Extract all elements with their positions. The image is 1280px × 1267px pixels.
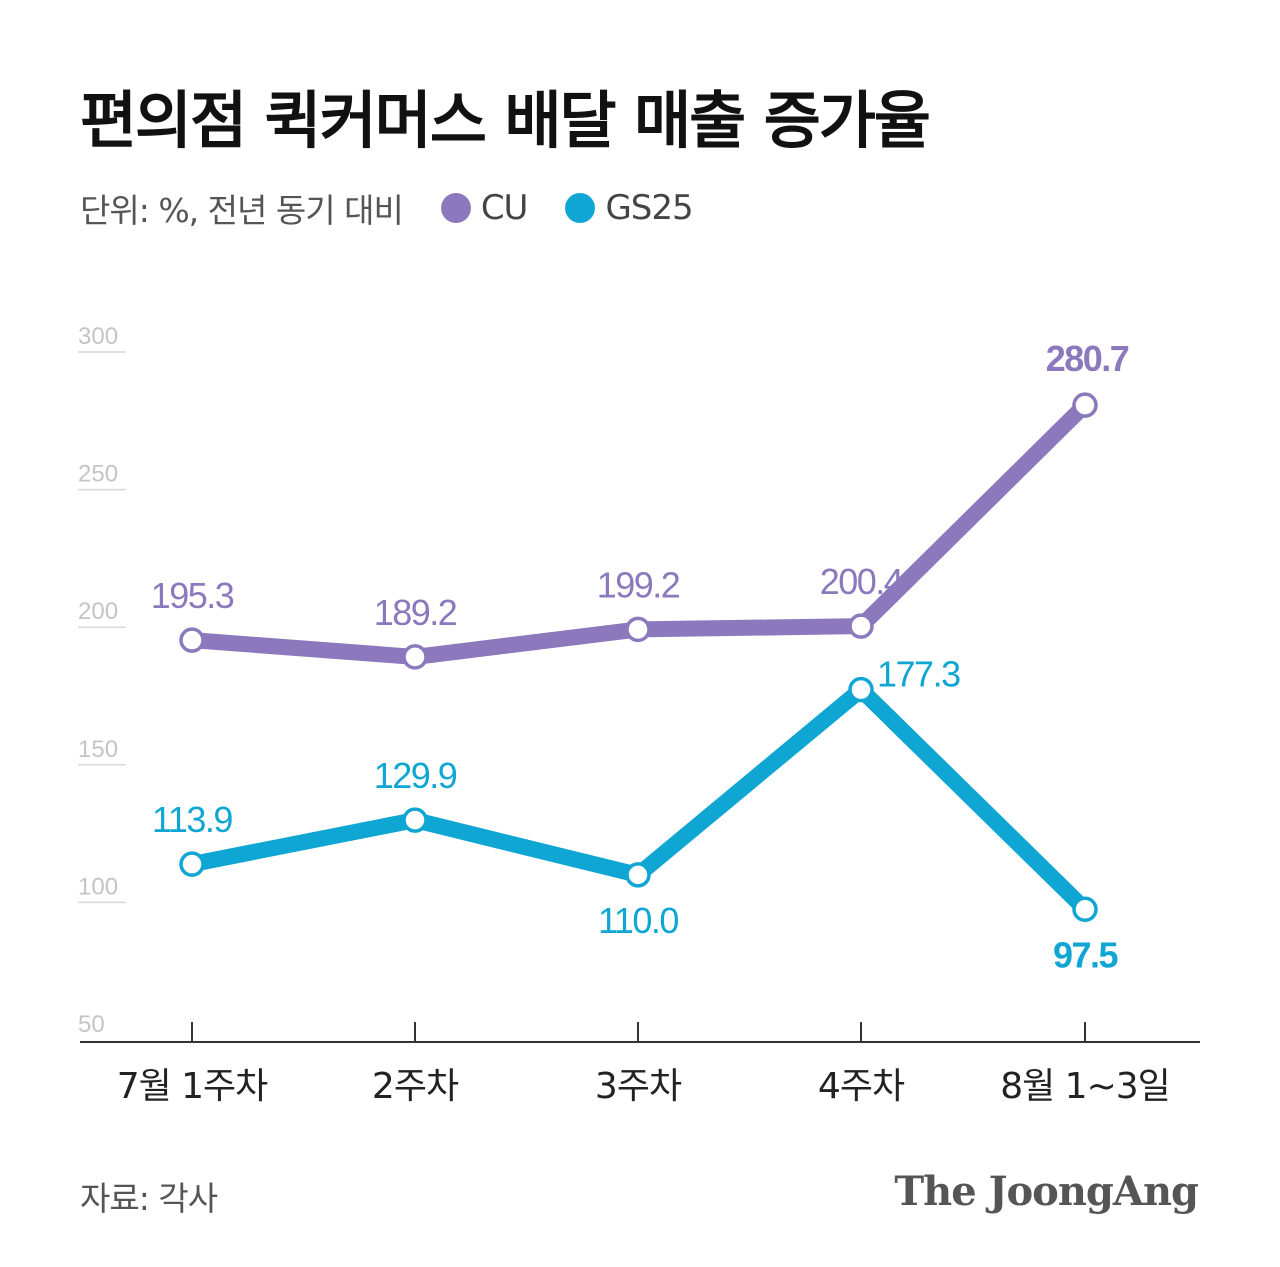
gs25-data-label-3: 110.0: [598, 900, 678, 941]
y-tick-label-100: 100: [78, 873, 118, 900]
logo: The JoongAng: [894, 1168, 1199, 1215]
legend-item-cu: CU: [440, 188, 529, 228]
legend-label-gs25: GS25: [605, 188, 693, 228]
source-label: 자료: 각사: [80, 1179, 218, 1218]
cu-point-2: [402, 644, 428, 670]
subtitle-row: 단위: %, 전년 동기 대비 CU GS25: [80, 184, 694, 232]
cu-point-4: [848, 613, 874, 639]
y-tick-label-150: 150: [78, 736, 118, 763]
x-tick-label-4: 4주차: [818, 1066, 905, 1107]
x-tick-label-5: 8월 1~3일: [1000, 1066, 1170, 1107]
legend-dot-cu: [440, 193, 471, 223]
cu-point-1: [179, 627, 205, 653]
legend-label-cu: CU: [480, 188, 529, 228]
x-tick-label-3: 3주차: [595, 1066, 682, 1107]
cu-data-label-4: 200.4: [820, 561, 903, 602]
x-tick-label-1: 7월 1주차: [117, 1066, 268, 1107]
page-title: 편의점 퀵커머스 배달 매출 증가율: [80, 84, 931, 157]
gs25-point-1: [179, 851, 205, 877]
cu-point-3: [625, 616, 651, 643]
x-tick-label-2: 2주차: [372, 1066, 459, 1107]
gs25-data-label-2: 129.9: [374, 755, 457, 796]
cu-data-label-5: 280.7: [1046, 338, 1129, 379]
cu-data-label-1: 195.3: [151, 575, 234, 616]
gs25-point-3: [625, 862, 651, 888]
y-tick-label-300: 300: [78, 323, 118, 350]
legend-item-gs25: GS25: [565, 188, 694, 228]
gs25-data-label-1: 113.9: [152, 799, 232, 840]
gs25-data-label-5: 97.5: [1053, 934, 1119, 975]
legend-dot-gs25: [565, 193, 596, 223]
cu-data-label-3: 199.2: [597, 564, 680, 605]
gs25-point-5: [1072, 896, 1098, 923]
y-tick-label-50: 50: [78, 1011, 105, 1038]
cu-data-label-2: 189.2: [374, 592, 457, 633]
gs25-data-label-4: 177.3: [877, 654, 960, 695]
cu-point-5: [1072, 392, 1098, 418]
y-tick-label-250: 250: [78, 461, 118, 488]
gs25-point-2: [402, 807, 428, 833]
y-tick-label-200: 200: [78, 598, 118, 625]
unit-label: 단위: %, 전년 동기 대비: [80, 191, 404, 230]
gs25-point-4: [848, 676, 874, 703]
